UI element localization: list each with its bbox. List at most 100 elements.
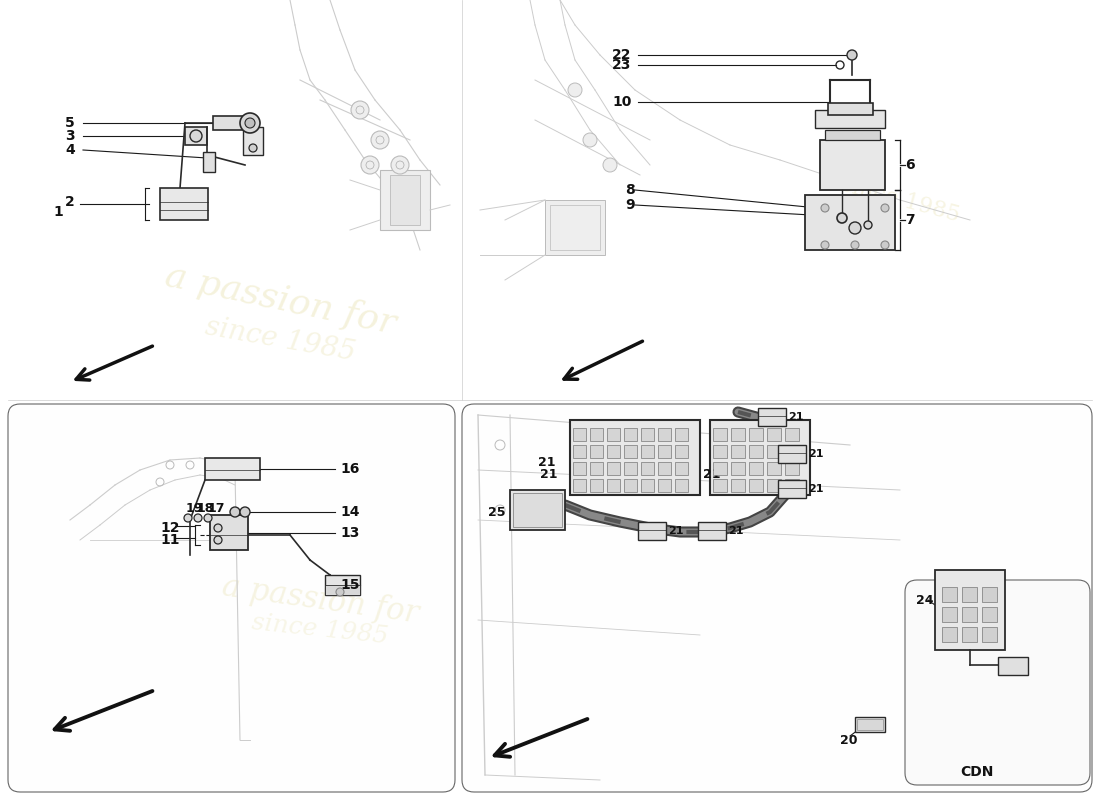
Circle shape (583, 133, 597, 147)
Bar (942, 587, 957, 602)
Bar (641, 479, 654, 492)
Bar (624, 462, 637, 475)
Bar (767, 462, 781, 475)
Circle shape (390, 156, 409, 174)
Bar (732, 462, 745, 475)
Bar (658, 445, 671, 458)
Bar (675, 462, 688, 475)
Bar (379, 170, 430, 230)
FancyBboxPatch shape (905, 580, 1090, 785)
Bar (210, 515, 248, 550)
Bar (638, 522, 666, 540)
Bar (805, 195, 895, 250)
Bar (573, 462, 586, 475)
Text: CDN: CDN (960, 765, 993, 779)
Bar (732, 479, 745, 492)
Text: 21: 21 (788, 412, 803, 422)
Text: 21: 21 (728, 526, 744, 536)
Bar (749, 479, 763, 492)
Bar (749, 462, 763, 475)
FancyBboxPatch shape (8, 404, 455, 792)
Circle shape (351, 101, 369, 119)
Circle shape (847, 50, 857, 60)
Circle shape (204, 514, 212, 522)
Circle shape (864, 221, 872, 229)
Circle shape (371, 131, 389, 149)
Text: 22: 22 (612, 48, 631, 62)
Text: 7: 7 (905, 213, 914, 227)
Circle shape (821, 241, 829, 249)
Circle shape (214, 524, 222, 532)
Circle shape (851, 241, 859, 249)
Text: 16: 16 (340, 462, 360, 476)
Circle shape (245, 118, 255, 128)
Bar (607, 428, 620, 441)
Circle shape (568, 83, 582, 97)
Circle shape (336, 588, 344, 596)
Text: 12: 12 (160, 521, 179, 535)
Bar (698, 522, 726, 540)
Text: 13: 13 (340, 526, 360, 540)
Bar (749, 445, 763, 458)
Bar (815, 110, 886, 128)
Text: 2: 2 (65, 195, 75, 209)
Text: 23: 23 (612, 58, 631, 72)
Bar (658, 462, 671, 475)
Text: 25: 25 (488, 506, 506, 519)
Bar (713, 479, 727, 492)
Text: 21: 21 (808, 484, 824, 494)
Bar (785, 428, 799, 441)
Bar (767, 445, 781, 458)
Bar (243, 127, 263, 155)
Bar (785, 479, 799, 492)
Text: 24: 24 (916, 594, 934, 606)
Circle shape (603, 158, 617, 172)
Bar (758, 408, 786, 426)
Text: since 1985: since 1985 (251, 611, 389, 649)
Bar (510, 490, 565, 530)
Bar (855, 717, 886, 732)
Bar (982, 627, 997, 642)
Bar (982, 587, 997, 602)
Bar (732, 428, 745, 441)
Bar (641, 428, 654, 441)
Bar (675, 445, 688, 458)
Bar (513, 493, 562, 527)
FancyBboxPatch shape (462, 404, 1092, 792)
Circle shape (214, 536, 222, 544)
Text: 15: 15 (340, 578, 360, 592)
Text: a passion for: a passion for (162, 259, 398, 341)
Circle shape (249, 144, 257, 152)
Bar (205, 458, 260, 480)
Bar (857, 719, 883, 730)
Text: 14: 14 (340, 505, 360, 519)
Bar (710, 420, 810, 495)
Bar (767, 479, 781, 492)
Bar (550, 205, 600, 250)
Text: 3: 3 (65, 129, 75, 143)
Circle shape (230, 507, 240, 517)
Text: 20: 20 (840, 734, 858, 746)
Text: 5: 5 (65, 116, 75, 130)
Bar (962, 627, 977, 642)
Bar (713, 445, 727, 458)
Text: 21: 21 (538, 455, 556, 469)
Circle shape (849, 222, 861, 234)
Bar (573, 479, 586, 492)
Bar (942, 627, 957, 642)
Bar (778, 445, 806, 463)
Text: 17: 17 (208, 502, 226, 514)
Text: 21: 21 (808, 449, 824, 459)
Bar (942, 607, 957, 622)
Circle shape (361, 156, 379, 174)
Bar (544, 200, 605, 255)
Bar (607, 479, 620, 492)
Circle shape (881, 204, 889, 212)
Text: since 1985: since 1985 (838, 174, 961, 226)
Text: 19: 19 (186, 502, 204, 514)
Bar (935, 570, 1005, 650)
Bar (624, 428, 637, 441)
Bar (732, 445, 745, 458)
Circle shape (821, 204, 829, 212)
Bar (624, 445, 637, 458)
